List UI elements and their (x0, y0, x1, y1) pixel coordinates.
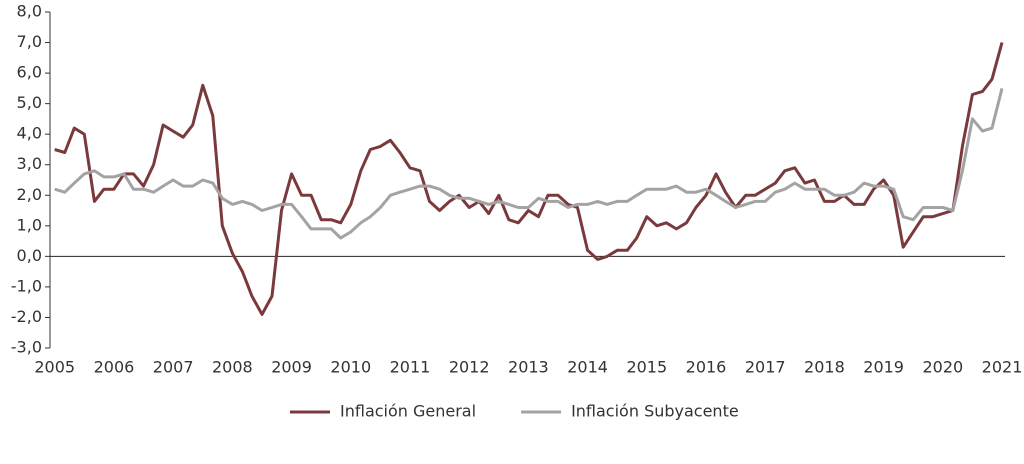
x-tick-label: 2012 (449, 358, 490, 377)
y-tick-label: -2,0 (11, 307, 42, 326)
x-tick-label: 2008 (212, 358, 253, 377)
series-line (54, 88, 1004, 240)
x-tick-label: 2010 (330, 358, 371, 377)
y-tick-label: -3,0 (11, 338, 42, 357)
legend-label: Inflación Subyacente (571, 402, 739, 421)
x-tick-label: 2015 (626, 358, 667, 377)
y-tick-label: 8,0 (17, 2, 42, 21)
y-tick-label: 6,0 (17, 63, 42, 82)
x-tick-label: 2007 (153, 358, 194, 377)
x-tick-label: 2014 (567, 358, 608, 377)
x-tick-label: 2013 (508, 358, 549, 377)
y-tick-label: 3,0 (17, 154, 42, 173)
y-tick-label: 0,0 (17, 246, 42, 265)
x-tick-label: 2018 (804, 358, 845, 377)
x-tick-label: 2017 (745, 358, 786, 377)
x-tick-label: 2016 (686, 358, 727, 377)
y-tick-label: 5,0 (17, 93, 42, 112)
legend-label: Inflación General (340, 402, 476, 421)
y-tick-label: 7,0 (17, 32, 42, 51)
y-tick-label: 1,0 (17, 215, 42, 234)
y-tick-label: 4,0 (17, 124, 42, 143)
x-tick-label: 2011 (390, 358, 431, 377)
y-tick-label: -1,0 (11, 276, 42, 295)
x-tick-label: 2021 (982, 358, 1023, 377)
y-tick-label: 2,0 (17, 185, 42, 204)
x-tick-label: 2009 (271, 358, 312, 377)
series-line (54, 42, 1004, 316)
x-tick-label: 2006 (94, 358, 135, 377)
x-tick-label: 2005 (34, 358, 75, 377)
x-tick-label: 2019 (863, 358, 904, 377)
x-tick-label: 2020 (922, 358, 963, 377)
